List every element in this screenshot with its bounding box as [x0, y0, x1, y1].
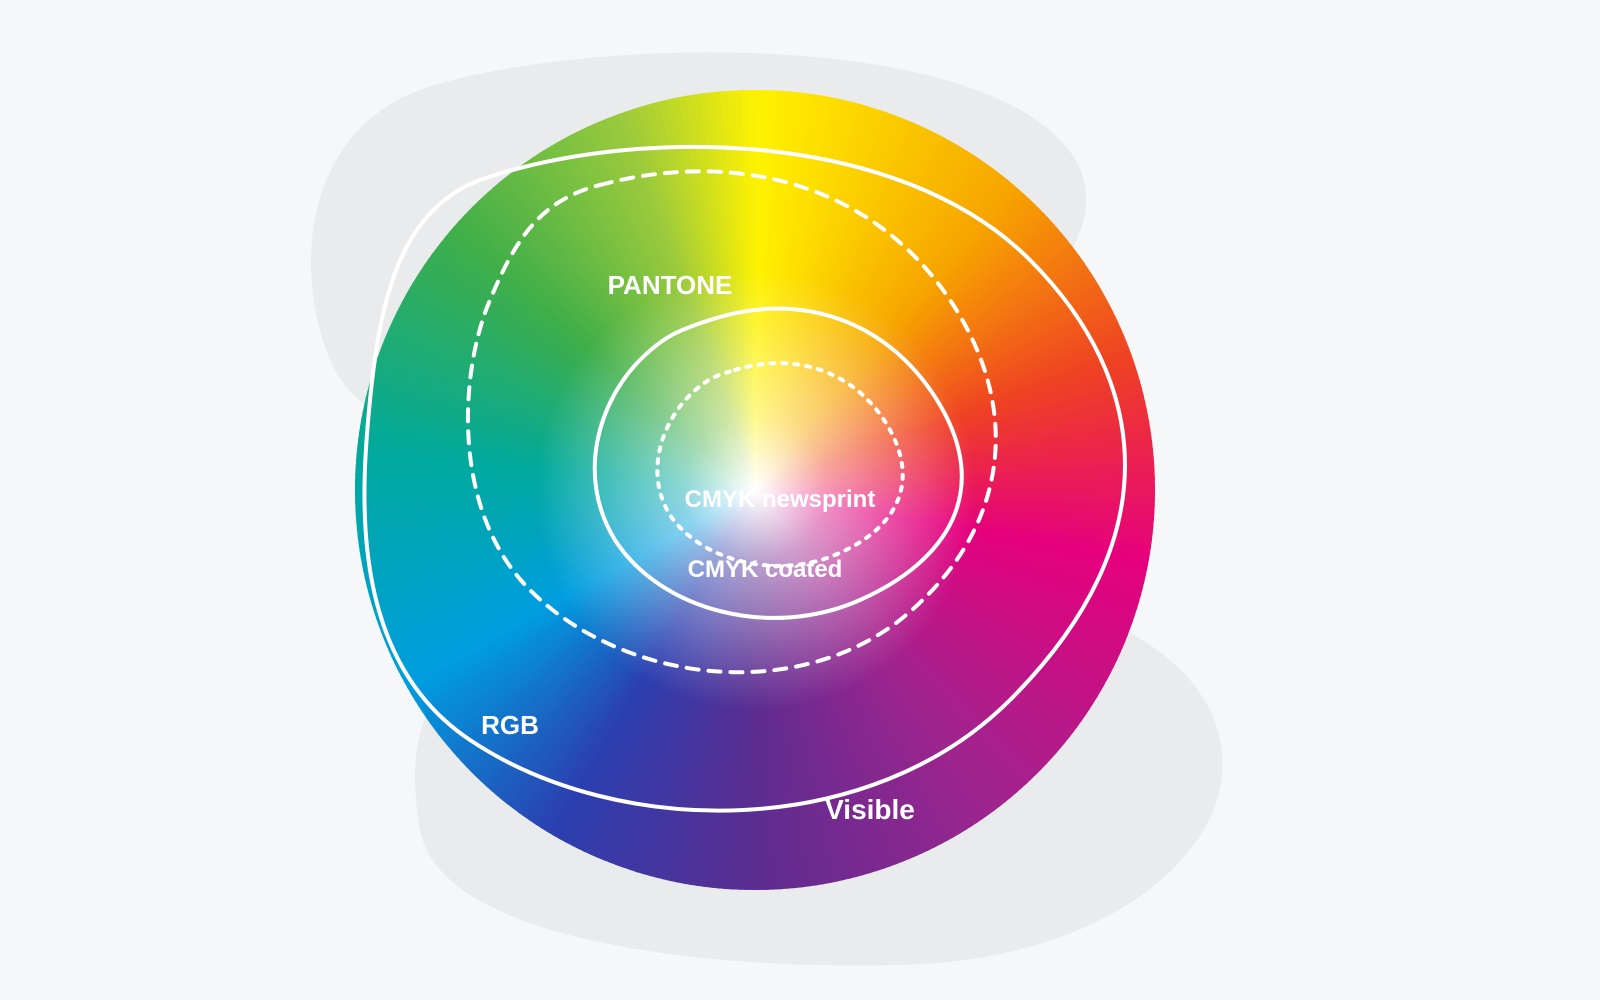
- wheel-center-fade: [355, 90, 1155, 890]
- color-gamut-diagram: PANTONE CMYK newsprint CMYK coated RGB V…: [0, 0, 1600, 1000]
- diagram-svg: [0, 0, 1600, 1000]
